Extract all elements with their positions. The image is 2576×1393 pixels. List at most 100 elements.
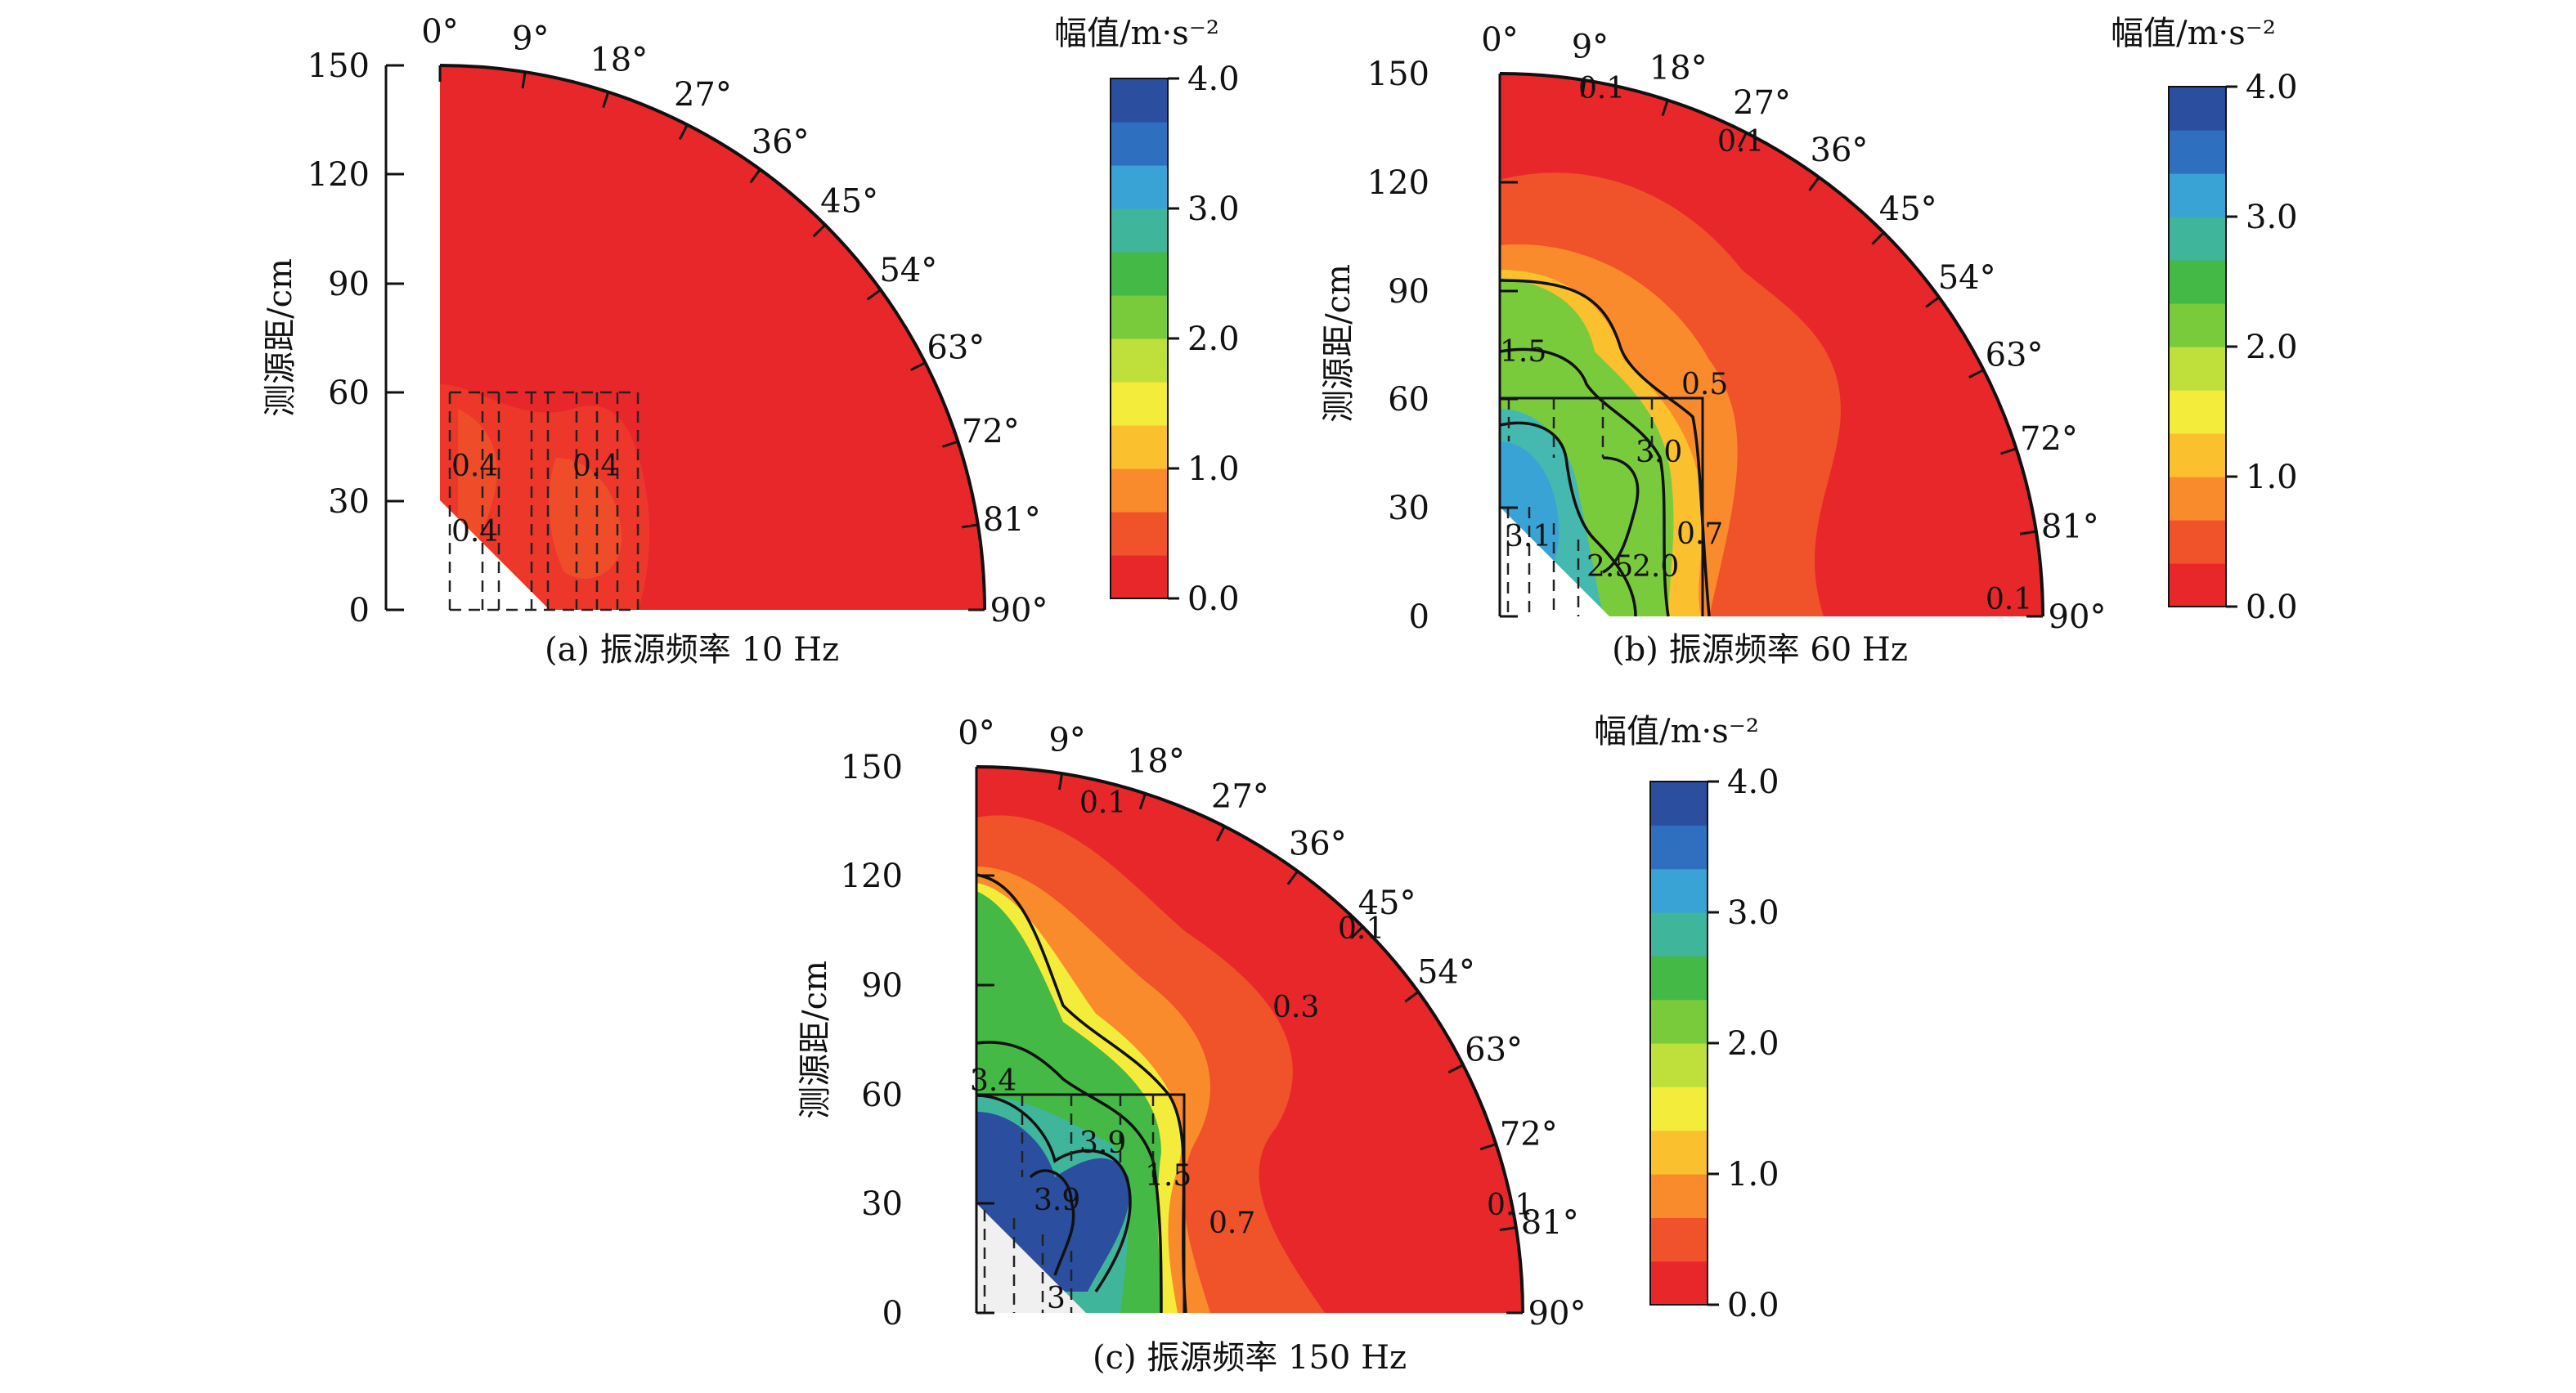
r-tick-120: 120: [307, 156, 370, 194]
contour-line: [1499, 421, 1637, 617]
r-tick-90: 90: [328, 266, 370, 303]
panel-c: 0 30 60 90 120 150 测源距/cm 0° 9° 18° 27° 36° 4…: [797, 714, 1586, 1377]
angle-label: 27°: [1211, 777, 1269, 815]
contour-label: 3: [1047, 1282, 1066, 1315]
angle-tick: [1499, 1226, 1517, 1232]
y-axis-label: 测源距/cm: [1320, 264, 1358, 423]
panel-b-title: (b) 振源频率 60 Hz: [1612, 631, 1908, 669]
colorbar-swatch: [1111, 165, 1168, 209]
colorbar-swatch: [1650, 1130, 1708, 1175]
colorbar-swatch: [1650, 912, 1708, 956]
contour-line: [1029, 1169, 1075, 1276]
colorbar-swatch: [1111, 208, 1168, 253]
angle-tick: [1286, 870, 1299, 885]
panel-a-title: (a) 振源频率 10 Hz: [545, 631, 839, 669]
colorbar-swatch: [1111, 252, 1168, 296]
angle-tick: [2019, 530, 2037, 535]
colorbar-tick-label: 4.0: [1187, 60, 1240, 98]
contour-label: 2.5: [1586, 550, 1633, 584]
angle-tick: [1057, 773, 1063, 791]
angle-label: 0°: [1481, 21, 1518, 59]
colorbar-swatch: [1650, 782, 1708, 826]
source-box: [1500, 396, 1704, 616]
angle-label: 81°: [2041, 508, 2099, 546]
colorbar-swatch: [1111, 512, 1168, 556]
colorbar-tick-label: 0.0: [1727, 1287, 1779, 1324]
contour-labels: 0.1 0.1 0.3 3.4 3.9 3.9 1.5 0.7 3 0.1: [970, 786, 1533, 1315]
r-tick-0: 0: [882, 1295, 903, 1333]
colorbar-tick-label: 2.0: [1727, 1025, 1779, 1063]
angle-label: 36°: [1811, 132, 1869, 169]
y-axis-label: 测源距/cm: [797, 961, 834, 1119]
contour-label: 0.1: [1578, 72, 1625, 105]
angle-tick: [1871, 231, 1885, 245]
angle-tick: [941, 440, 958, 448]
contour-label: 0.7: [1676, 517, 1723, 551]
angle-tick: [1661, 100, 1669, 116]
angle-tick: [2000, 447, 2017, 455]
colorbar-swatch: [1111, 78, 1168, 123]
contour-label: 0.1: [1986, 583, 2032, 616]
colorbar-swatch: [1111, 555, 1168, 599]
r-tick-150: 150: [841, 749, 903, 786]
colorbar-swatch: [1111, 295, 1168, 339]
colorbar-tick-label: 2.0: [1187, 320, 1240, 358]
colorbar-swatch: [2169, 130, 2226, 174]
colorbar-swatch: [2169, 563, 2226, 607]
colorbar-swatch: [2169, 173, 2226, 217]
angle-tick: [1138, 793, 1147, 810]
contour-line: [1499, 347, 1670, 617]
colorbar-swatch: [1111, 382, 1168, 426]
contour-label: 0.1: [1487, 1189, 1533, 1222]
contour-label: 3.0: [1636, 436, 1682, 469]
colorbar-c-title: 幅值/m·s⁻²: [1594, 713, 1759, 750]
colorbar-swatch: [2169, 260, 2226, 304]
angle-label: 45°: [1879, 190, 1937, 228]
angle-label: 0°: [421, 13, 458, 51]
r-tick-90: 90: [861, 967, 903, 1005]
panel-c-title: (c) 振源频率 150 Hz: [1093, 1339, 1407, 1377]
colorbar-swatch: [2169, 303, 2226, 347]
angle-tick: [678, 123, 689, 141]
r-tick-90: 90: [1388, 273, 1429, 311]
angle-tick: [1968, 369, 1985, 378]
angle-label: 90°: [1528, 1295, 1586, 1333]
angle-label: 72°: [962, 413, 1020, 450]
contour-labels: 0.4 0.4 0.4: [451, 450, 619, 549]
angle-ticks: 0° 9° 18° 27° 36° 45°54° 63° 72° 81° 90°: [958, 714, 1586, 1333]
contour-label: 0.1: [1338, 912, 1384, 946]
contour-label: 0.1: [1717, 125, 1764, 159]
contour-label: 0.7: [1209, 1207, 1255, 1240]
colorbar-swatch: [2169, 87, 2226, 131]
r-tick-60: 60: [328, 374, 370, 412]
contour-label: 0.3: [1272, 991, 1319, 1024]
contour-labels: 0.1 0.1 1.5 0.5 3.0 0.7 3.1 2.5 2.0 0.1: [1500, 72, 2032, 616]
angle-tick: [749, 168, 761, 184]
colorbar-tick-label: 4.0: [1727, 764, 1779, 801]
source-cutout: [440, 500, 550, 610]
panel-b: 0 30 60 90 120 150 测源距/cm 0° 9° 18° 27° 36° 4…: [1320, 21, 2106, 669]
angle-tick: [1808, 176, 1820, 191]
angle-label: 72°: [2020, 420, 2078, 458]
colorbar-swatch: [1650, 1217, 1708, 1262]
colorbar-swatch: [2169, 520, 2226, 564]
r-ticks: 0 30 60 90 120 150: [307, 47, 404, 629]
angle-tick: [602, 92, 610, 109]
colorbar-swatch: [2169, 217, 2226, 261]
colorbar-swatch: [2169, 390, 2226, 434]
contour-label: 0.4: [572, 450, 619, 483]
colorbar-swatch: [1650, 868, 1708, 913]
colorbar-tick-label: 4.0: [2246, 69, 2298, 106]
angle-label: 63°: [1465, 1032, 1523, 1069]
field-blob: [549, 458, 622, 579]
angle-tick: [1925, 296, 1941, 308]
r-tick-60: 60: [1388, 381, 1429, 419]
colorbar-swatch: [1111, 425, 1168, 469]
angle-label: 54°: [879, 252, 937, 289]
angle-label: 9°: [1572, 29, 1609, 66]
contour-label: 3.9: [1079, 1126, 1126, 1160]
contour-line: [1602, 456, 1640, 574]
r-tick-0: 0: [349, 592, 370, 629]
contour-label: 1.5: [1500, 335, 1546, 369]
colorbar-swatch: [1650, 825, 1708, 870]
